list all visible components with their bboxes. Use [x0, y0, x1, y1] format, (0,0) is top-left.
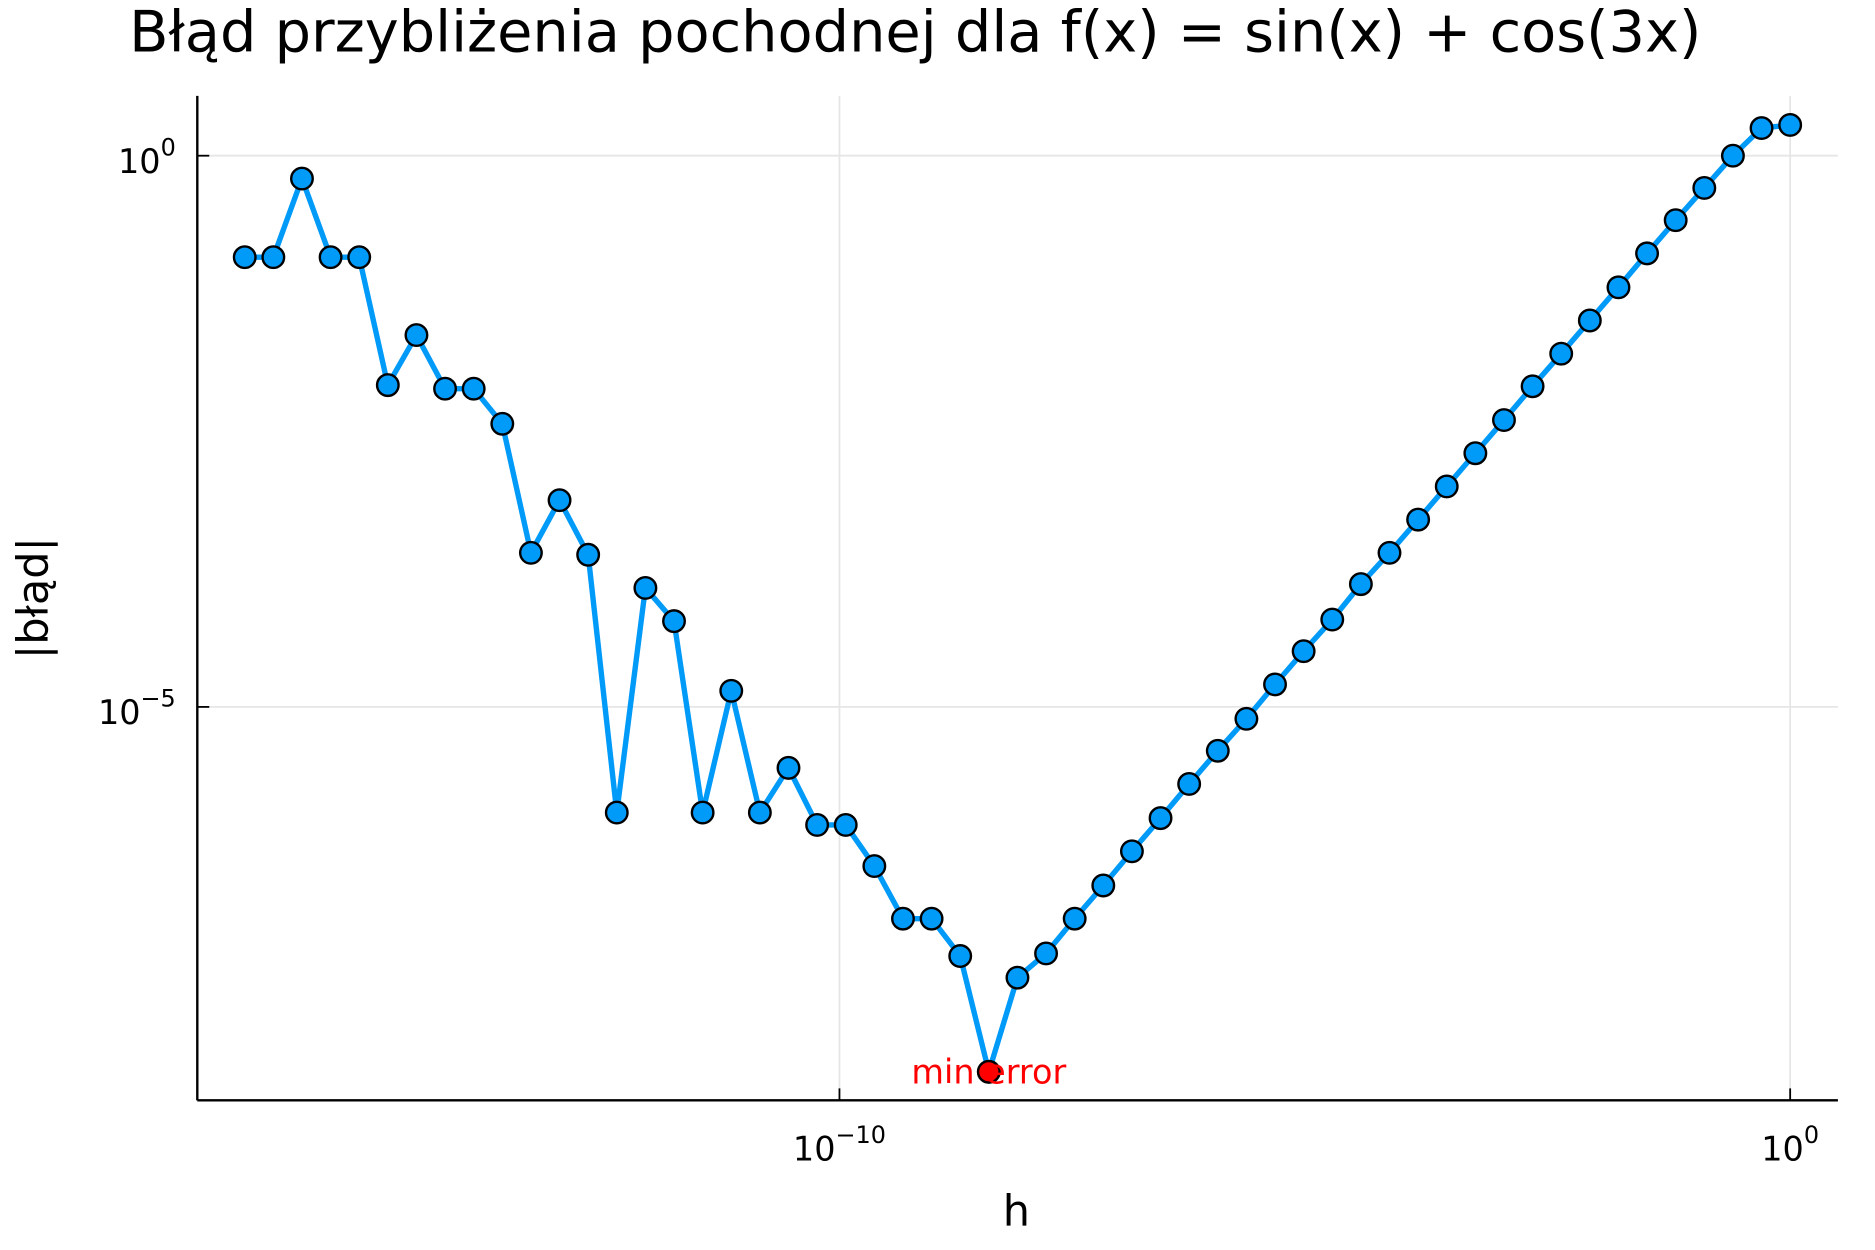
data-point — [1577, 308, 1602, 333]
data-point — [433, 376, 458, 401]
data-point — [1348, 572, 1373, 597]
data-point — [490, 411, 515, 436]
series-line — [244, 122, 1791, 1075]
tick-exponent: −5 — [141, 685, 176, 713]
data-point — [1005, 965, 1030, 990]
data-point — [404, 323, 429, 348]
data-point — [1520, 374, 1545, 399]
data-point — [1263, 672, 1287, 697]
data-point — [232, 245, 257, 270]
data-point — [1778, 113, 1803, 137]
data-point — [833, 812, 858, 837]
data-point — [547, 488, 572, 513]
data-point — [719, 678, 744, 703]
chart-title: Błąd przybliżenia pochodnej dla f(x) = s… — [129, 0, 1701, 66]
highlight-point — [976, 1059, 1001, 1084]
data-point — [347, 245, 372, 270]
tick-base: 10 — [1761, 1129, 1804, 1168]
data-point — [1549, 341, 1574, 366]
data-point — [776, 755, 801, 780]
data-point — [1492, 408, 1516, 433]
data-point — [1406, 507, 1431, 532]
data-point — [1034, 941, 1059, 966]
data-point — [261, 245, 286, 270]
data-point — [1119, 839, 1144, 864]
tick-exponent: 0 — [161, 134, 176, 162]
data-point — [518, 540, 543, 565]
data-point — [805, 812, 830, 837]
data-point — [1720, 143, 1745, 168]
tick-label: 10−5 — [98, 685, 176, 732]
plot-area: min error — [232, 113, 1803, 1092]
x-axis-label: h — [1003, 1186, 1030, 1236]
data-point — [1091, 873, 1116, 898]
data-point — [290, 166, 314, 191]
data-point — [604, 800, 629, 825]
data-point — [1205, 738, 1230, 763]
data-point — [1635, 241, 1660, 266]
data-point — [576, 542, 601, 567]
data-point — [1606, 275, 1631, 300]
tick-label: 100 — [118, 134, 176, 181]
data-point — [747, 800, 772, 825]
tick-base: 10 — [793, 1129, 836, 1168]
tick-label: 10−10 — [793, 1121, 886, 1168]
data-point — [1463, 441, 1488, 466]
data-point — [1291, 639, 1316, 664]
data-point — [461, 376, 486, 401]
data-point — [662, 609, 686, 634]
data-point — [948, 944, 973, 968]
data-point — [690, 800, 715, 825]
data-point — [1177, 772, 1202, 796]
tick-exponent: 0 — [1804, 1121, 1819, 1149]
data-point — [318, 245, 343, 270]
data-point — [1434, 474, 1459, 499]
data-point — [919, 906, 944, 931]
y-axis-label: |błąd| — [8, 537, 58, 659]
data-point — [1749, 116, 1774, 141]
tick-base: 10 — [118, 141, 161, 180]
data-point — [1320, 607, 1345, 632]
data-point — [862, 854, 887, 879]
data-point — [891, 906, 915, 931]
data-point — [375, 373, 400, 398]
data-point — [1692, 175, 1717, 200]
grid — [197, 95, 1838, 1101]
data-point — [1234, 706, 1259, 731]
data-point — [1148, 806, 1173, 831]
data-point — [1377, 540, 1402, 565]
annotation: min error — [911, 1053, 1066, 1092]
tick-label: 100 — [1761, 1121, 1819, 1168]
tick-exponent: −10 — [836, 1121, 886, 1149]
data-point — [1062, 906, 1087, 931]
data-point — [633, 575, 658, 600]
data-point — [1663, 208, 1688, 233]
tick-base: 10 — [98, 693, 141, 732]
